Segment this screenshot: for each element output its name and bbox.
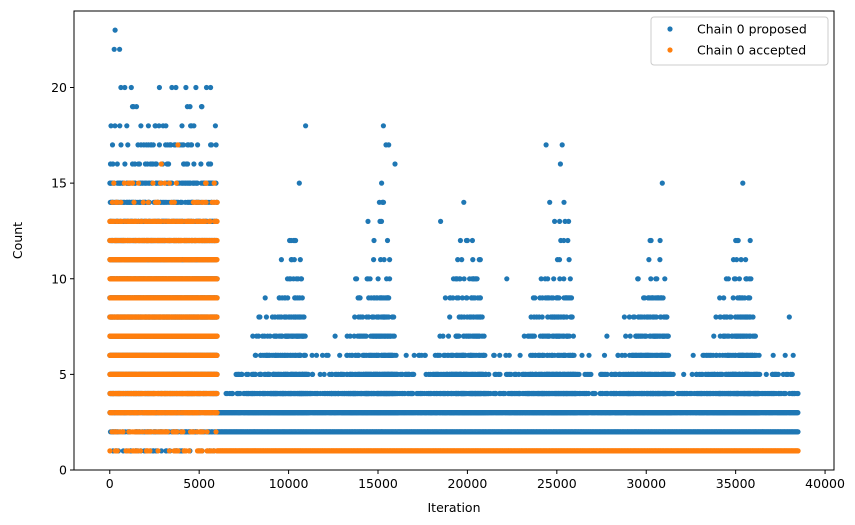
proposed-point bbox=[208, 84, 214, 91]
proposed-point bbox=[173, 84, 179, 91]
proposed-point bbox=[118, 142, 124, 148]
proposed-point bbox=[592, 390, 598, 397]
proposed-point bbox=[117, 123, 123, 129]
proposed-point bbox=[108, 123, 114, 129]
proposed-point bbox=[118, 84, 124, 91]
proposed-point bbox=[163, 123, 169, 129]
proposed-point bbox=[194, 180, 200, 186]
proposed-point bbox=[110, 161, 116, 167]
proposed-point bbox=[114, 161, 120, 167]
proposed-point bbox=[191, 123, 197, 129]
proposed-point bbox=[193, 84, 199, 91]
proposed-point bbox=[169, 84, 175, 91]
proposed-point bbox=[153, 161, 159, 167]
proposed-point bbox=[122, 84, 128, 91]
proposed-point bbox=[166, 161, 172, 167]
proposed-point bbox=[208, 161, 214, 167]
proposed-point bbox=[795, 429, 801, 435]
proposed-point bbox=[156, 84, 162, 91]
proposed-point bbox=[125, 142, 131, 148]
proposed-point bbox=[122, 161, 128, 167]
proposed-point bbox=[128, 84, 134, 91]
proposed-point bbox=[189, 142, 195, 148]
proposed-point bbox=[133, 104, 140, 110]
proposed-point bbox=[208, 142, 215, 148]
proposed-point bbox=[156, 142, 162, 148]
proposed-point bbox=[795, 410, 801, 416]
proposed-point bbox=[191, 161, 197, 167]
proposed-point bbox=[145, 123, 151, 129]
proposed-point bbox=[213, 142, 219, 148]
proposed-point bbox=[112, 123, 118, 129]
proposed-point bbox=[230, 390, 236, 397]
proposed-point bbox=[156, 123, 162, 129]
proposed-point bbox=[199, 104, 205, 110]
proposed-point bbox=[138, 123, 144, 129]
proposed-point bbox=[179, 123, 185, 129]
proposed-point bbox=[124, 123, 130, 129]
proposed-point bbox=[180, 142, 186, 148]
proposed-point bbox=[109, 142, 116, 148]
proposed-point bbox=[212, 123, 218, 129]
plot-area bbox=[107, 27, 801, 454]
proposed-point bbox=[198, 161, 204, 167]
proposed-point bbox=[195, 142, 201, 148]
proposed-point bbox=[187, 104, 193, 110]
proposed-point bbox=[203, 84, 210, 91]
proposed-point bbox=[150, 142, 156, 148]
proposed-point bbox=[136, 161, 143, 167]
proposed-point bbox=[185, 161, 191, 167]
proposed-point bbox=[183, 84, 189, 91]
